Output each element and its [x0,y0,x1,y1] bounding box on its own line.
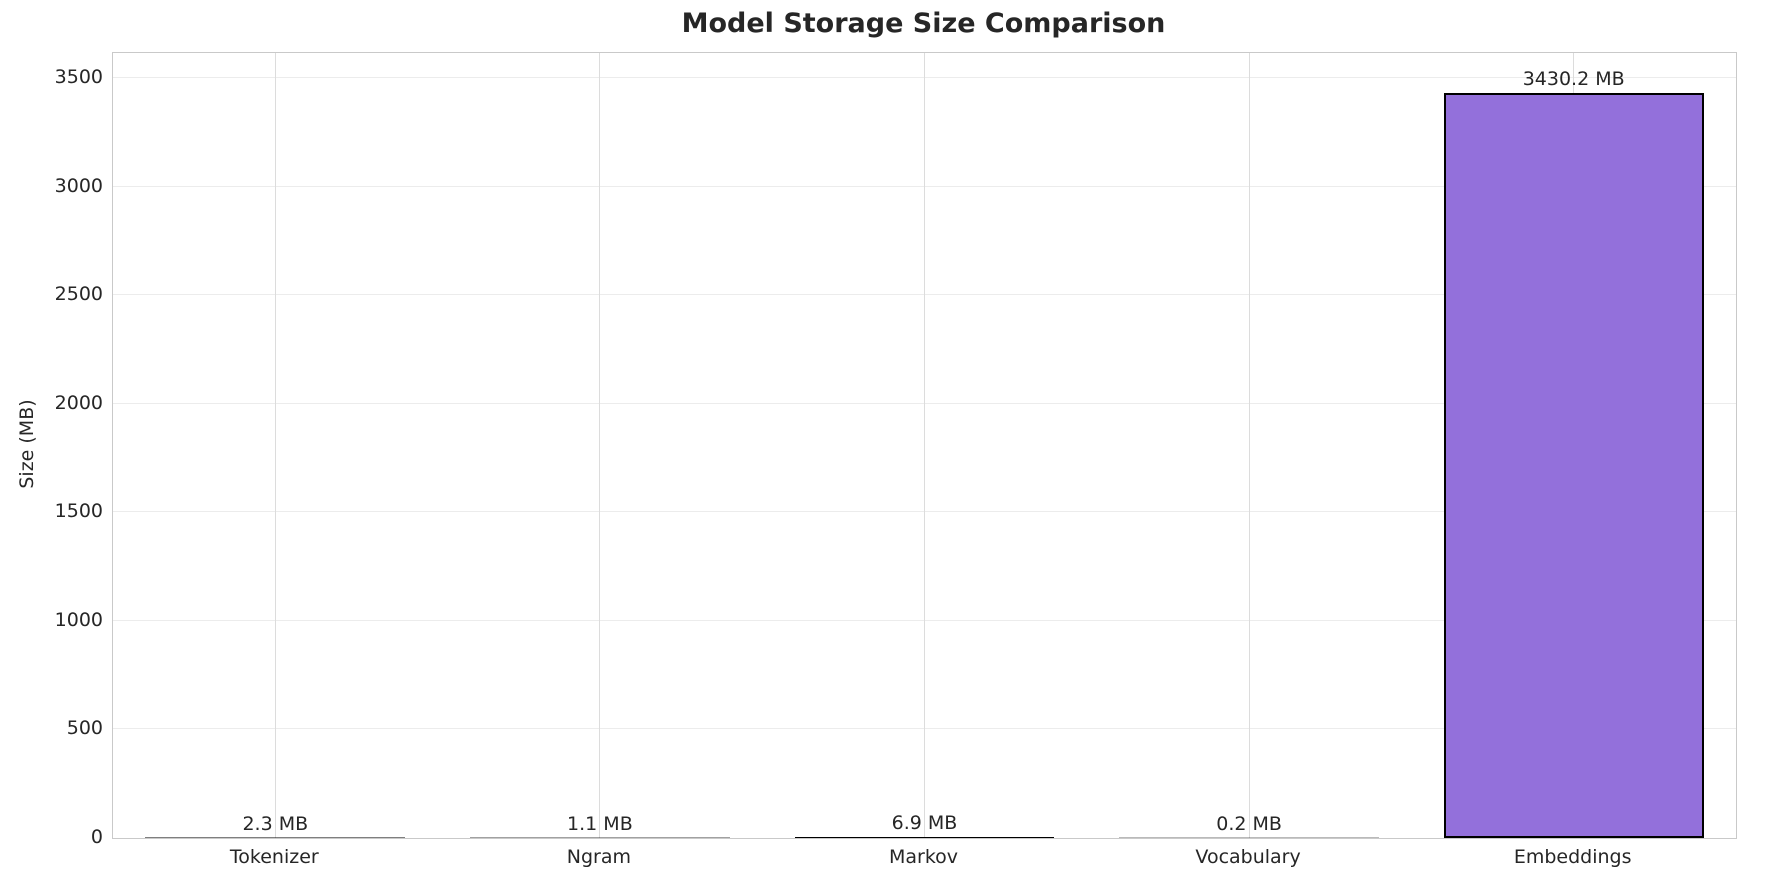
y-tick-label: 1500 [54,500,103,523]
x-tick-label-ngram: Ngram [566,846,632,868]
gridline-vertical [924,53,925,838]
bar-value-label: 6.9 MB [891,811,958,834]
bar-value-label: 0.2 MB [1216,812,1282,835]
x-tick-label-embeddings: Embeddings [1513,846,1632,868]
x-tick-label-tokenizer: Tokenizer [229,846,319,868]
bar-tokenizer [145,837,406,838]
bar-markov [794,837,1055,838]
bar-value-label: 1.1 MB [567,812,633,835]
y-tick-label: 2500 [54,283,103,306]
bar-ngram [470,837,730,838]
bar-embeddings [1443,93,1704,838]
bar-vocabulary [1119,837,1379,838]
gridline-vertical [274,53,276,838]
y-tick-label: 2000 [54,391,103,414]
y-tick-label: 3000 [54,174,103,197]
bar-value-label: 3430.2 MB [1522,68,1625,91]
x-tick-label-markov: Markov [888,846,959,868]
plot-area: 2.3 MB 1.1 MB 6.9 MB 0.2 MB 3430.2 MB [112,52,1737,839]
y-tick-label: 1000 [54,608,103,631]
y-tick-label: 0 [90,826,103,848]
chart-title: Model Storage Size Comparison [681,8,1166,39]
gridline-vertical [1248,53,1250,838]
x-tick-label-vocabulary: Vocabulary [1195,846,1301,868]
bar-value-label: 2.3 MB [242,812,309,835]
y-tick-label: 3500 [54,65,103,88]
gridline-vertical [599,53,601,838]
y-tick-label: 500 [66,717,103,740]
